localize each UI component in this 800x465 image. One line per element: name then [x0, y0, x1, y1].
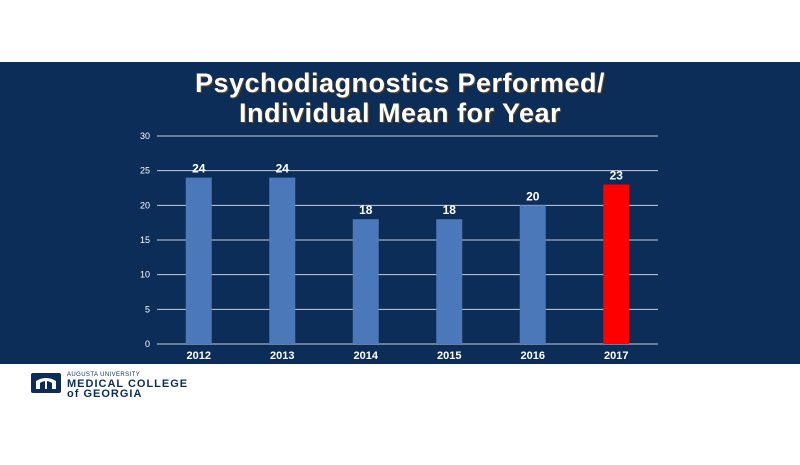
y-tick-label: 30 — [140, 131, 150, 141]
university-shield-icon — [31, 373, 61, 393]
y-tick-label: 5 — [145, 304, 150, 314]
y-tick-label: 10 — [140, 270, 150, 280]
bar-chart: 0 5 10 15 20 25 30 24 2012 24 2013 18 2014 18 2015 20 20… — [140, 131, 658, 362]
college-name-line-2: of GEORGIA — [67, 388, 143, 400]
y-tick-label: 0 — [145, 339, 150, 349]
data-label-2013: 24 — [276, 162, 290, 176]
college-name: MEDICAL COLLEGE of GEORGIA — [67, 378, 189, 400]
chart-title-line-1: Psychodiagnostics Performed/ — [194, 68, 606, 98]
bar-2013 — [269, 177, 296, 344]
x-tick-label-2017: 2017 — [604, 350, 628, 362]
chart-title-line-2: Individual Mean for Year — [238, 98, 562, 128]
data-label-2015: 18 — [443, 203, 457, 217]
data-label-2016: 20 — [526, 189, 540, 203]
y-tick-label: 20 — [140, 200, 150, 210]
x-tick-label-2012: 2012 — [187, 350, 211, 362]
data-label-2017: 23 — [610, 169, 624, 183]
bar-2015 — [436, 219, 463, 344]
y-tick-label: 25 — [140, 166, 150, 176]
bar-2012 — [185, 177, 212, 344]
x-tick-label-2013: 2013 — [270, 350, 294, 362]
university-name: AUGUSTA UNIVERSITY — [67, 372, 141, 378]
bar-2014 — [352, 219, 379, 344]
data-label-2014: 18 — [359, 203, 373, 217]
x-tick-label-2014: 2014 — [354, 350, 379, 362]
chart-title: Psychodiagnostics Performed/ Individual … — [0, 68, 800, 128]
data-label-2012: 24 — [192, 162, 206, 176]
bar-2016 — [519, 205, 546, 344]
college-name-line-1: MEDICAL COLLEGE — [67, 378, 189, 390]
bar-2017 — [603, 184, 630, 344]
slide-panel: Psychodiagnostics Performed/ Individual … — [0, 62, 800, 364]
y-tick-label: 15 — [140, 235, 150, 245]
x-tick-label-2015: 2015 — [437, 350, 461, 362]
x-tick-label-2016: 2016 — [521, 350, 545, 362]
